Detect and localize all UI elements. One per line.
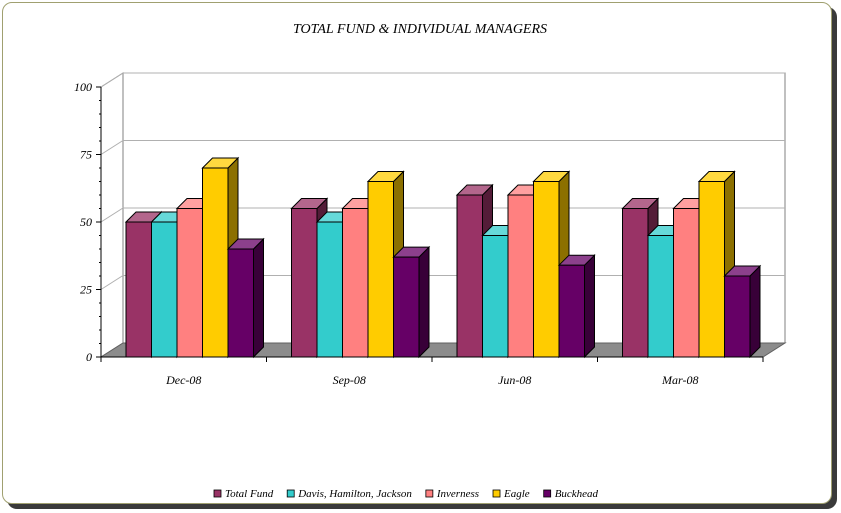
bar-front	[316, 221, 343, 358]
bar-front	[724, 275, 751, 358]
x-tick-label: Mar-08	[661, 373, 698, 387]
x-tick-label: Sep-08	[333, 373, 366, 387]
x-tick-label: Dec-08	[165, 373, 201, 387]
y-tick-label: 100	[74, 80, 92, 94]
bar-front	[393, 256, 420, 358]
axes: 0 25 50 75 100 Dec-08 Sep-08 Jun-08 Mar-08	[74, 80, 764, 387]
bar-side	[253, 237, 264, 359]
bar	[557, 253, 596, 359]
bar-front	[622, 208, 649, 358]
legend-label: Total Fund	[225, 488, 274, 500]
bar-side	[749, 264, 761, 359]
bar-front	[176, 208, 203, 358]
bar	[226, 237, 265, 359]
x-tick-label: Jun-08	[498, 373, 531, 387]
legend-swatch	[425, 489, 434, 498]
bar-front	[342, 208, 369, 358]
bar-front	[647, 235, 674, 358]
chart-title: TOTAL FUND & INDIVIDUAL MANAGERS	[293, 22, 547, 37]
y-tick-label: 25	[80, 283, 92, 297]
gridline	[100, 140, 785, 155]
y-tick-label: 75	[80, 148, 92, 162]
legend-swatch	[213, 489, 222, 498]
bar-front	[558, 264, 585, 358]
bar	[723, 264, 762, 359]
bar-front	[456, 194, 483, 358]
y-tick-label: 0	[86, 350, 92, 364]
legend-label: Davis, Hamilton, Jackson	[297, 488, 412, 500]
legend-label: Inverness	[436, 488, 479, 500]
legend-item: Buckhead	[543, 488, 599, 500]
y-tick-label: 50	[80, 215, 92, 229]
bar-side	[584, 253, 595, 359]
bar-front	[202, 167, 229, 358]
legend-swatch	[286, 489, 295, 498]
legend-item: Eagle	[492, 488, 530, 500]
legend-label: Buckhead	[555, 488, 599, 500]
bar-front	[125, 221, 152, 358]
bar-front	[673, 208, 700, 358]
bar-front	[151, 221, 178, 358]
bar-front	[291, 208, 318, 358]
legend-item: Total Fund	[213, 488, 274, 500]
bar-side	[418, 245, 430, 359]
bar-front	[533, 181, 560, 358]
legend-item: Inverness	[425, 488, 479, 500]
legend-swatch	[492, 489, 501, 498]
bar-front	[227, 248, 254, 358]
gridline	[100, 72, 785, 88]
bar-front	[367, 181, 394, 358]
legend-swatch	[543, 489, 552, 498]
legend: Total Fund Davis, Hamilton, Jackson Invern…	[213, 488, 599, 500]
bar-front	[482, 235, 509, 358]
bar-front	[698, 181, 725, 358]
bars	[124, 156, 762, 359]
legend-label: Eagle	[503, 488, 530, 500]
legend-item: Davis, Hamilton, Jackson	[286, 488, 412, 500]
bar	[392, 245, 431, 359]
bar-front	[507, 194, 534, 358]
